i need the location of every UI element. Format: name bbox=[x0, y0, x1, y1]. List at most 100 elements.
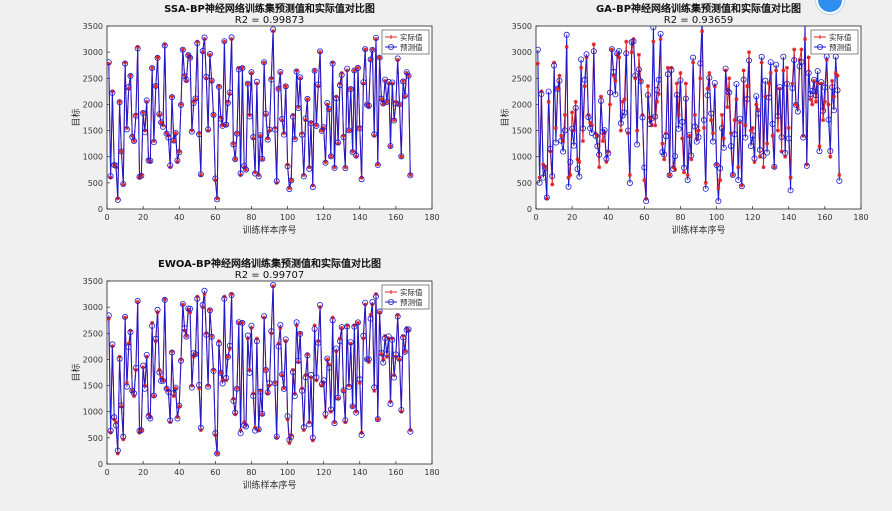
point-predicted bbox=[257, 132, 264, 139]
point-actual bbox=[660, 141, 665, 146]
point-actual bbox=[674, 81, 679, 86]
point-predicted bbox=[605, 150, 612, 157]
point-actual bbox=[812, 78, 817, 83]
point-actual bbox=[830, 78, 835, 83]
legend-box bbox=[381, 284, 430, 310]
point-predicted bbox=[306, 421, 313, 428]
point-predicted bbox=[720, 144, 727, 151]
point-actual bbox=[151, 139, 156, 144]
point-actual bbox=[265, 391, 270, 396]
point-predicted bbox=[230, 397, 237, 404]
point-actual bbox=[135, 44, 140, 49]
point-predicted bbox=[239, 65, 246, 72]
point-predicted bbox=[387, 142, 394, 149]
point-predicted bbox=[798, 59, 805, 66]
point-actual bbox=[588, 120, 593, 125]
point-predicted bbox=[731, 131, 738, 138]
point-actual bbox=[399, 154, 404, 159]
point-predicted bbox=[599, 128, 606, 135]
point-predicted bbox=[253, 78, 260, 85]
point-predicted bbox=[675, 125, 682, 132]
point-predicted bbox=[592, 132, 599, 139]
point-actual bbox=[142, 383, 147, 388]
point-actual bbox=[253, 425, 258, 430]
point-actual bbox=[133, 367, 138, 372]
point-actual bbox=[682, 170, 687, 175]
point-actual bbox=[179, 357, 184, 362]
point-actual bbox=[213, 178, 218, 183]
point-predicted bbox=[827, 147, 834, 154]
point-predicted bbox=[661, 151, 668, 158]
point-actual bbox=[191, 99, 196, 104]
point-predicted bbox=[113, 422, 120, 429]
point-actual bbox=[579, 65, 584, 70]
point-predicted bbox=[156, 369, 163, 376]
point-predicted bbox=[376, 54, 383, 61]
x-tick-label: 60 bbox=[639, 213, 649, 222]
point-actual bbox=[788, 175, 793, 180]
point-actual bbox=[307, 165, 312, 170]
point-predicted bbox=[607, 89, 614, 96]
point-actual bbox=[561, 139, 566, 144]
point-actual bbox=[117, 99, 122, 104]
point-actual bbox=[815, 81, 820, 86]
point-predicted bbox=[326, 364, 333, 371]
point-actual bbox=[700, 29, 705, 34]
point-predicted bbox=[540, 174, 547, 181]
point-predicted bbox=[125, 344, 132, 351]
point-actual bbox=[244, 167, 249, 172]
point-actual bbox=[381, 102, 386, 107]
point-actual bbox=[225, 99, 230, 104]
point-predicted bbox=[295, 357, 302, 364]
point-predicted bbox=[380, 100, 387, 107]
x-tick-label: 20 bbox=[138, 468, 148, 477]
point-predicted bbox=[807, 91, 814, 98]
legend-label-predicted: 预测值 bbox=[400, 297, 423, 307]
point-predicted bbox=[812, 92, 819, 99]
point-actual bbox=[215, 196, 220, 201]
point-predicted bbox=[713, 162, 720, 169]
point-actual bbox=[352, 68, 357, 73]
point-actual bbox=[624, 39, 629, 44]
point-predicted bbox=[154, 306, 161, 313]
chart-subtitle: R2 = 0.93659 bbox=[664, 15, 733, 26]
point-actual bbox=[792, 47, 797, 52]
point-predicted bbox=[297, 74, 304, 81]
point-actual bbox=[177, 404, 182, 409]
point-actual bbox=[756, 107, 761, 112]
point-actual bbox=[743, 123, 748, 128]
point-actual bbox=[406, 328, 411, 333]
point-actual bbox=[765, 141, 770, 146]
point-actual bbox=[253, 170, 258, 175]
point-actual bbox=[817, 144, 822, 149]
point-predicted bbox=[711, 79, 718, 86]
point-predicted bbox=[120, 180, 127, 187]
point-predicted bbox=[780, 53, 787, 60]
point-actual bbox=[193, 97, 198, 102]
point-predicted bbox=[405, 72, 412, 79]
point-predicted bbox=[576, 173, 583, 180]
point-predicted bbox=[308, 120, 315, 127]
x-tick-label: 100 bbox=[280, 468, 295, 477]
point-predicted bbox=[673, 91, 680, 98]
point-predicted bbox=[114, 447, 121, 454]
point-predicted bbox=[248, 69, 255, 76]
point-actual bbox=[107, 316, 111, 321]
point-predicted bbox=[356, 376, 363, 383]
point-predicted bbox=[212, 175, 219, 182]
x-axis-label: 训练样本序号 bbox=[671, 224, 725, 236]
point-predicted bbox=[271, 126, 278, 133]
point-predicted bbox=[259, 410, 266, 417]
point-predicted bbox=[311, 67, 318, 74]
point-predicted bbox=[244, 332, 251, 339]
point-actual bbox=[759, 60, 764, 65]
point-actual bbox=[159, 375, 164, 380]
point-predicted bbox=[702, 185, 709, 192]
point-actual bbox=[806, 55, 811, 60]
point-actual bbox=[775, 128, 780, 133]
point-predicted bbox=[118, 402, 125, 409]
point-predicted bbox=[403, 69, 410, 76]
point-actual bbox=[768, 71, 773, 76]
point-actual bbox=[218, 370, 223, 375]
